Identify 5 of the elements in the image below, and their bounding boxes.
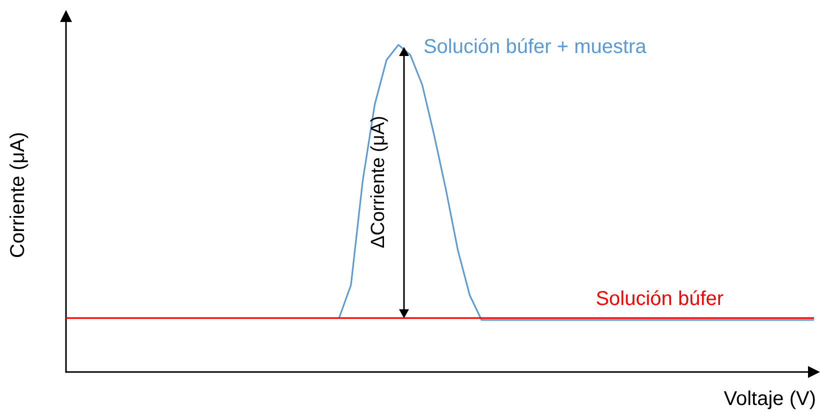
annotation: ΔCorriente (μA) <box>368 116 391 249</box>
series-label: Solución búfer + muestra <box>423 36 648 58</box>
x-axis-title: Voltaje (V) <box>724 388 816 411</box>
series-label: Solución búfer <box>596 288 724 310</box>
y-axis-title: Corriente (μA) <box>7 132 29 258</box>
